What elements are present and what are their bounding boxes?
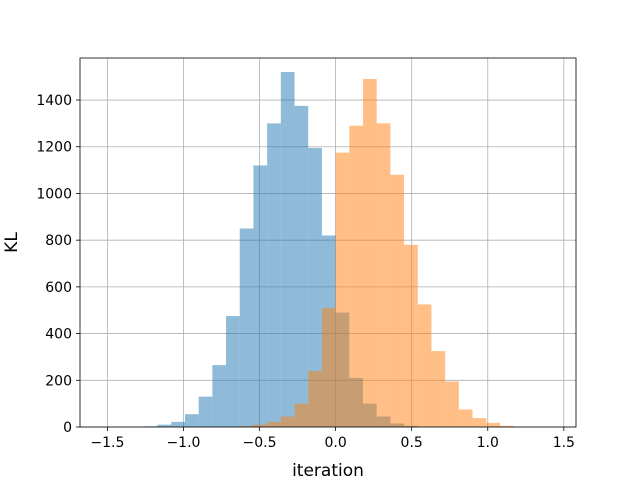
y-tick-label: 1200 xyxy=(36,140,72,156)
x-tick-label: −0.5 xyxy=(243,435,277,451)
histogram-bar xyxy=(486,422,500,427)
x-tick-label: −1.0 xyxy=(166,435,200,451)
x-axis-label: iteration xyxy=(292,461,364,480)
histogram-bar xyxy=(267,123,281,428)
histogram-bar xyxy=(239,228,254,427)
histogram-bar xyxy=(335,152,350,427)
histogram-bar xyxy=(349,125,363,428)
histogram-bar xyxy=(499,425,514,427)
y-tick-label: 200 xyxy=(45,373,72,389)
histogram-bar xyxy=(458,409,473,427)
axes-frame xyxy=(79,57,577,428)
histogram-bar xyxy=(294,403,309,427)
histogram-bar xyxy=(321,307,336,427)
histogram-bar xyxy=(280,416,295,427)
y-axis-ticks: 0 200 400 600 800 1000 1200 1400 xyxy=(36,93,80,436)
x-tick-label: 0.5 xyxy=(401,435,423,451)
series-1-bars xyxy=(239,79,514,428)
histogram-bar xyxy=(280,72,295,427)
histogram-bar xyxy=(171,421,185,427)
y-tick-label: 1400 xyxy=(36,93,72,109)
histogram-bar xyxy=(253,165,268,428)
histogram-bar xyxy=(212,365,227,427)
histogram-bar xyxy=(239,426,254,427)
y-tick-label: 1000 xyxy=(36,186,72,202)
histogram-bar xyxy=(417,304,432,427)
y-axis-label: KL xyxy=(2,232,22,253)
x-tick-label: 1.5 xyxy=(553,435,575,451)
histogram-bar xyxy=(198,396,213,427)
histogram-bar xyxy=(431,351,446,427)
x-tick-label: 0.0 xyxy=(324,435,346,451)
y-tick-label: 0 xyxy=(63,420,72,436)
histogram-bar xyxy=(308,147,322,427)
histogram-bar xyxy=(404,244,418,427)
histogram-bar xyxy=(376,123,391,428)
histogram-bar xyxy=(390,174,405,427)
y-tick-label: 400 xyxy=(45,327,72,343)
x-tick-label: −1.5 xyxy=(90,435,124,451)
y-tick-label: 600 xyxy=(45,280,72,296)
histogram-bar xyxy=(226,316,240,427)
x-tick-label: 1.0 xyxy=(477,435,499,451)
histogram-bar xyxy=(362,79,377,428)
histogram-bar xyxy=(445,381,459,427)
histogram-bar xyxy=(267,421,281,427)
histogram-bar xyxy=(308,370,322,427)
histogram-bar xyxy=(253,424,268,427)
histogram-bar xyxy=(472,418,487,427)
y-tick-label: 800 xyxy=(45,233,72,249)
histogram-bar xyxy=(157,424,172,427)
histogram-bars xyxy=(143,72,514,428)
x-axis-ticks: −1.5 −1.0 −0.5 0.0 0.5 1.0 1.5 xyxy=(90,427,575,451)
histogram-bar xyxy=(294,105,309,427)
histogram-bar xyxy=(184,414,199,427)
